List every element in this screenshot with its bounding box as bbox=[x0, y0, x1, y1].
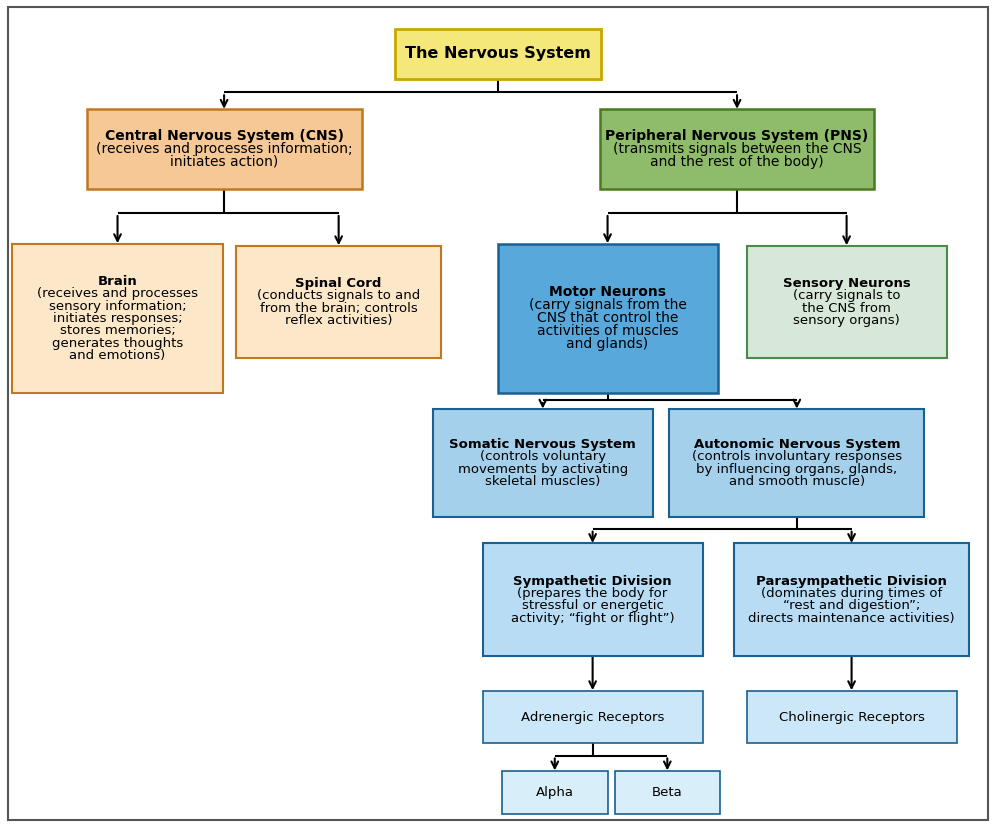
Text: Central Nervous System (CNS): Central Nervous System (CNS) bbox=[105, 129, 344, 143]
FancyBboxPatch shape bbox=[483, 543, 703, 656]
Text: (receives and processes: (receives and processes bbox=[37, 287, 198, 300]
Text: (transmits signals between the CNS: (transmits signals between the CNS bbox=[613, 142, 862, 155]
Text: skeletal muscles): skeletal muscles) bbox=[485, 476, 601, 488]
FancyBboxPatch shape bbox=[747, 691, 956, 743]
FancyBboxPatch shape bbox=[433, 409, 653, 518]
Text: (controls involuntary responses: (controls involuntary responses bbox=[692, 451, 901, 463]
Text: activities of muscles: activities of muscles bbox=[537, 324, 678, 338]
Text: Autonomic Nervous System: Autonomic Nervous System bbox=[693, 438, 900, 451]
Text: and emotions): and emotions) bbox=[70, 349, 165, 362]
Text: CNS that control the: CNS that control the bbox=[537, 312, 678, 325]
FancyBboxPatch shape bbox=[615, 771, 720, 814]
FancyBboxPatch shape bbox=[13, 244, 223, 394]
Text: Motor Neurons: Motor Neurons bbox=[549, 285, 666, 299]
Text: “rest and digestion”;: “rest and digestion”; bbox=[783, 600, 920, 612]
Text: Parasympathetic Division: Parasympathetic Division bbox=[756, 575, 947, 587]
FancyBboxPatch shape bbox=[734, 543, 969, 656]
Text: Sensory Neurons: Sensory Neurons bbox=[783, 277, 910, 289]
FancyBboxPatch shape bbox=[502, 771, 608, 814]
Text: initiates action): initiates action) bbox=[170, 155, 278, 169]
Text: (conducts signals to and: (conducts signals to and bbox=[257, 289, 420, 302]
Text: Brain: Brain bbox=[98, 275, 137, 288]
Text: sensory information;: sensory information; bbox=[49, 299, 186, 313]
Text: Somatic Nervous System: Somatic Nervous System bbox=[449, 438, 636, 451]
Text: Spinal Cord: Spinal Cord bbox=[296, 277, 381, 289]
Text: Alpha: Alpha bbox=[536, 786, 574, 799]
FancyBboxPatch shape bbox=[747, 246, 946, 358]
Text: and smooth muscle): and smooth muscle) bbox=[729, 476, 865, 488]
FancyBboxPatch shape bbox=[236, 246, 441, 358]
Text: movements by activating: movements by activating bbox=[458, 463, 627, 476]
Text: reflex activities): reflex activities) bbox=[285, 314, 392, 327]
Text: stressful or energetic: stressful or energetic bbox=[522, 600, 663, 612]
Text: activity; “fight or flight”): activity; “fight or flight”) bbox=[511, 612, 674, 624]
FancyBboxPatch shape bbox=[600, 109, 874, 189]
Text: (controls voluntary: (controls voluntary bbox=[480, 451, 606, 463]
Text: generates thoughts: generates thoughts bbox=[52, 337, 183, 350]
Text: from the brain; controls: from the brain; controls bbox=[260, 302, 417, 314]
Text: (carry signals to: (carry signals to bbox=[793, 289, 900, 302]
Text: (receives and processes information;: (receives and processes information; bbox=[96, 142, 353, 155]
Text: initiates responses;: initiates responses; bbox=[53, 312, 182, 325]
Text: (carry signals from the: (carry signals from the bbox=[529, 299, 686, 313]
Text: by influencing organs, glands,: by influencing organs, glands, bbox=[696, 463, 897, 476]
FancyBboxPatch shape bbox=[669, 409, 924, 518]
Text: (prepares the body for: (prepares the body for bbox=[518, 587, 667, 600]
Text: Sympathetic Division: Sympathetic Division bbox=[513, 575, 672, 587]
FancyBboxPatch shape bbox=[497, 244, 717, 394]
FancyBboxPatch shape bbox=[395, 28, 601, 79]
FancyBboxPatch shape bbox=[483, 691, 703, 743]
Text: stores memories;: stores memories; bbox=[60, 324, 175, 337]
Text: The Nervous System: The Nervous System bbox=[405, 46, 591, 61]
FancyBboxPatch shape bbox=[87, 109, 362, 189]
Text: Adrenergic Receptors: Adrenergic Receptors bbox=[521, 710, 664, 724]
Text: (dominates during times of: (dominates during times of bbox=[761, 587, 942, 600]
Text: Beta: Beta bbox=[652, 786, 682, 799]
Text: sensory organs): sensory organs) bbox=[793, 314, 900, 327]
Text: Peripheral Nervous System (PNS): Peripheral Nervous System (PNS) bbox=[606, 129, 869, 143]
Text: directs maintenance activities): directs maintenance activities) bbox=[748, 612, 955, 624]
Text: and glands): and glands) bbox=[567, 337, 648, 351]
Text: and the rest of the body): and the rest of the body) bbox=[650, 155, 824, 169]
Text: the CNS from: the CNS from bbox=[802, 302, 891, 314]
Text: Cholinergic Receptors: Cholinergic Receptors bbox=[779, 710, 924, 724]
